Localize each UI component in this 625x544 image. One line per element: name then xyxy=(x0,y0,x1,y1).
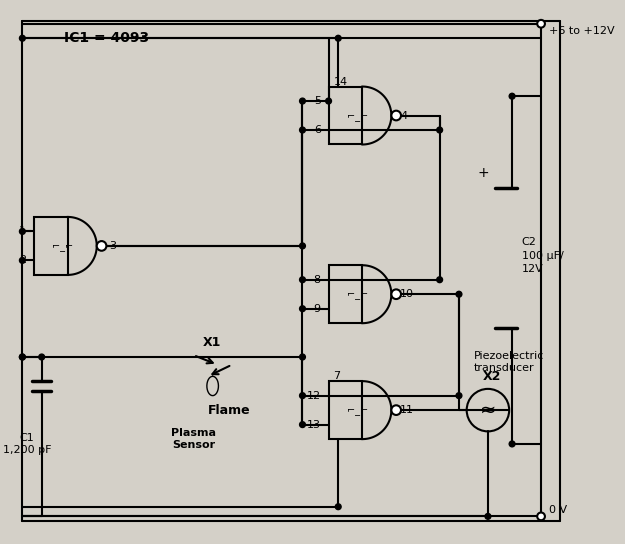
Text: 8: 8 xyxy=(314,275,321,285)
Circle shape xyxy=(326,98,331,104)
Circle shape xyxy=(299,243,306,249)
Circle shape xyxy=(299,127,306,133)
Circle shape xyxy=(391,110,401,120)
Text: ⌐_⌐: ⌐_⌐ xyxy=(347,405,368,415)
Circle shape xyxy=(391,289,401,299)
Circle shape xyxy=(456,292,462,297)
Text: 13: 13 xyxy=(307,419,321,430)
Text: 1: 1 xyxy=(19,226,26,237)
Text: +: + xyxy=(478,166,489,181)
Text: 6: 6 xyxy=(314,125,321,135)
Text: ⌐_⌐: ⌐_⌐ xyxy=(52,241,74,251)
Circle shape xyxy=(97,241,106,251)
Text: Piezoelectric
transducer: Piezoelectric transducer xyxy=(474,351,544,373)
Text: 14: 14 xyxy=(333,77,348,86)
Text: Flame: Flame xyxy=(208,404,251,417)
Text: X2: X2 xyxy=(483,370,501,383)
Bar xyxy=(329,86,362,145)
Text: C2
100 μF/
12V: C2 100 μF/ 12V xyxy=(522,237,564,274)
Text: 12: 12 xyxy=(307,391,321,400)
Circle shape xyxy=(336,504,341,510)
Circle shape xyxy=(538,512,545,520)
Circle shape xyxy=(39,354,44,360)
Circle shape xyxy=(299,277,306,283)
Text: 10: 10 xyxy=(400,289,414,299)
Circle shape xyxy=(19,35,25,41)
Bar xyxy=(329,381,362,439)
Circle shape xyxy=(538,20,545,28)
Text: 0 V: 0 V xyxy=(549,505,567,515)
Text: 3: 3 xyxy=(109,241,116,251)
Circle shape xyxy=(509,94,515,99)
Text: ⌐_⌐: ⌐_⌐ xyxy=(347,289,368,299)
Text: +6 to +12V: +6 to +12V xyxy=(549,26,614,35)
Circle shape xyxy=(19,257,25,263)
Circle shape xyxy=(336,35,341,41)
Circle shape xyxy=(299,98,306,104)
Text: 5: 5 xyxy=(314,96,321,106)
Circle shape xyxy=(299,393,306,399)
Circle shape xyxy=(19,228,25,234)
Circle shape xyxy=(299,422,306,428)
Text: ≈: ≈ xyxy=(480,400,496,419)
Circle shape xyxy=(437,277,442,283)
Text: 2: 2 xyxy=(19,256,26,265)
Text: C1
1,200 pF: C1 1,200 pF xyxy=(3,432,51,455)
Circle shape xyxy=(509,441,515,447)
Circle shape xyxy=(485,514,491,520)
Circle shape xyxy=(299,306,306,312)
Bar xyxy=(34,217,68,275)
Circle shape xyxy=(19,354,25,360)
Circle shape xyxy=(19,354,25,360)
Text: ⌐_⌐: ⌐_⌐ xyxy=(347,110,368,121)
Text: 4: 4 xyxy=(400,110,407,121)
Text: Plasma
Sensor: Plasma Sensor xyxy=(171,428,216,450)
Circle shape xyxy=(456,393,462,399)
Circle shape xyxy=(391,405,401,415)
Bar xyxy=(329,265,362,323)
Text: 7: 7 xyxy=(333,372,341,381)
Text: X1: X1 xyxy=(203,336,221,349)
Circle shape xyxy=(299,354,306,360)
Text: 11: 11 xyxy=(400,405,414,415)
Text: IC1 = 4093: IC1 = 4093 xyxy=(64,31,149,45)
Text: 9: 9 xyxy=(314,304,321,314)
Circle shape xyxy=(437,127,442,133)
